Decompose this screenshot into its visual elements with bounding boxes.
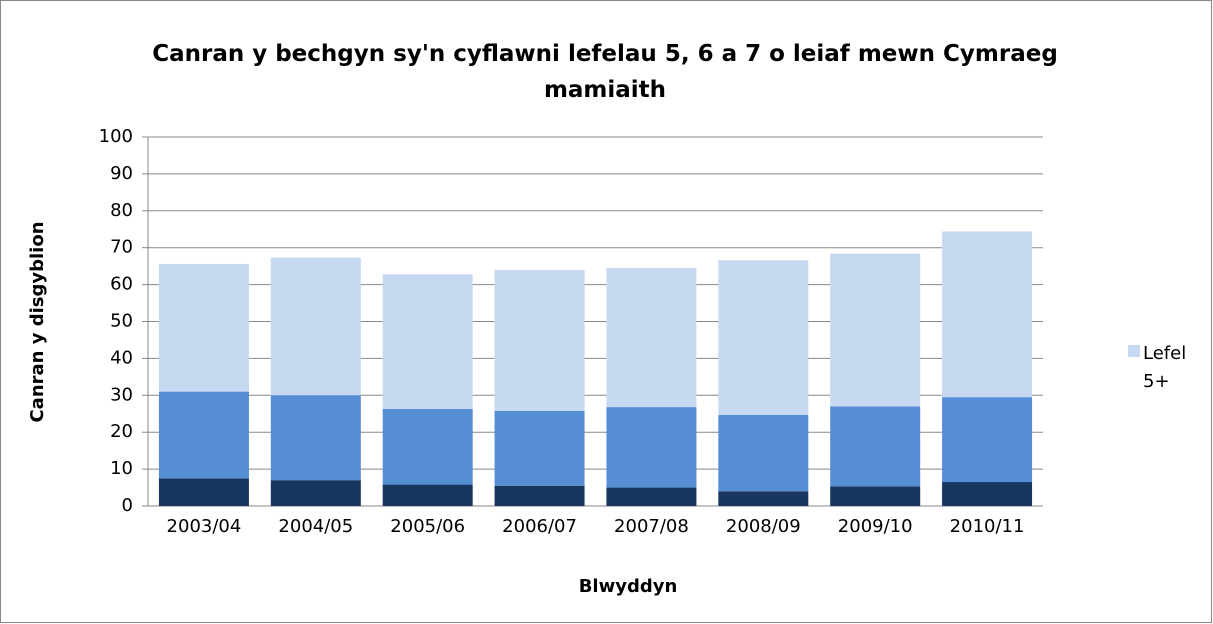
y-tick-label: 90 xyxy=(110,163,133,184)
y-tick-label: 40 xyxy=(110,347,133,368)
bar-segment xyxy=(606,407,697,488)
bar-segment xyxy=(830,253,921,407)
bar-segment xyxy=(830,406,921,487)
x-tick-label: 2006/07 xyxy=(502,516,577,537)
legend: Lefel 5+ xyxy=(1143,340,1193,396)
y-tick-label: 100 xyxy=(99,126,133,147)
bar-segment xyxy=(494,410,585,486)
x-tick-label: 2003/04 xyxy=(167,516,242,537)
bar-segment xyxy=(718,414,809,492)
x-tick-label: 2004/05 xyxy=(278,516,353,537)
bar-segment xyxy=(382,274,473,409)
x-tick-label: 2005/06 xyxy=(390,516,465,537)
bar-segment xyxy=(942,231,1033,398)
bar-segment xyxy=(382,484,473,506)
y-tick-label: 80 xyxy=(110,200,133,221)
bar-segment xyxy=(494,485,585,506)
bar-segment xyxy=(270,257,361,396)
bar-segment xyxy=(606,487,697,506)
y-tick-label: 20 xyxy=(110,421,133,442)
x-tick-label: 2009/10 xyxy=(838,516,913,537)
bar-segment xyxy=(270,480,361,506)
y-tick-label: 70 xyxy=(110,237,133,258)
y-axis-label: Canran y disgyblion xyxy=(27,221,48,422)
bar-segment xyxy=(270,395,361,481)
bar-segment xyxy=(606,267,697,408)
bar-segment xyxy=(494,269,585,411)
bar-segment xyxy=(158,391,249,479)
x-tick-label: 2008/09 xyxy=(726,516,801,537)
bar-segment xyxy=(158,263,249,392)
y-tick-label: 50 xyxy=(110,311,133,332)
bar-segment xyxy=(942,397,1033,483)
bar-segment xyxy=(942,482,1033,506)
legend-swatch xyxy=(1128,345,1140,357)
bar-segment xyxy=(718,491,809,506)
bar-segment xyxy=(718,260,809,415)
y-tick-label: 0 xyxy=(122,495,133,516)
y-tick-label: 10 xyxy=(110,458,133,479)
chart-title: Canran y bechgyn sy'n cyflawni lefelau 5… xyxy=(152,41,1058,103)
bar-segment xyxy=(830,486,921,506)
x-tick-label: 2007/08 xyxy=(614,516,689,537)
y-tick-label: 60 xyxy=(110,274,133,295)
x-axis-label: Blwyddyn xyxy=(579,576,678,597)
bar-segment xyxy=(158,478,249,506)
bar-segment xyxy=(382,408,473,485)
x-tick-label: 2010/11 xyxy=(950,516,1025,537)
legend-label: Lefel 5+ xyxy=(1143,343,1187,392)
y-tick-label: 30 xyxy=(110,384,133,405)
